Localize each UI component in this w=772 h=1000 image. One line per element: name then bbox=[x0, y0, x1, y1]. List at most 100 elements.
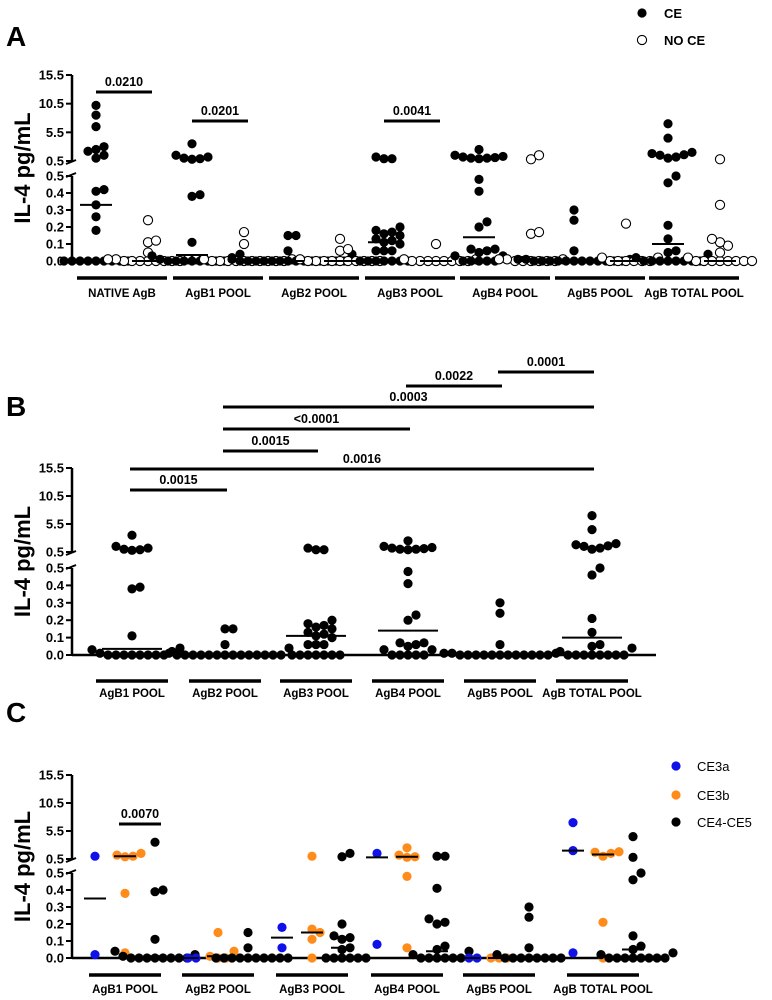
data-point-ce bbox=[647, 256, 657, 266]
data-point-ce4-ce5 bbox=[227, 953, 237, 963]
data-point bbox=[127, 545, 137, 555]
data-point-ce bbox=[59, 256, 69, 266]
data-point-ce4-ce5 bbox=[440, 953, 450, 963]
data-point bbox=[268, 650, 278, 660]
x-category-label: AgB1 POOL bbox=[99, 688, 165, 700]
data-point-ce bbox=[91, 100, 101, 110]
y-tick-label: 0.5 bbox=[46, 866, 64, 881]
p-value-label: 0.0003 bbox=[389, 390, 427, 404]
data-point-ce bbox=[687, 147, 697, 157]
data-point-ce4-ce5 bbox=[644, 953, 654, 963]
data-point bbox=[295, 650, 305, 660]
data-point-ce4-ce5 bbox=[628, 832, 638, 842]
data-point bbox=[303, 639, 313, 650]
data-point-ce bbox=[235, 256, 245, 266]
y-tick-label: 0.4 bbox=[46, 186, 65, 201]
data-point-ce4-ce5 bbox=[628, 953, 638, 963]
data-point-ce bbox=[482, 256, 492, 266]
data-point-ce4-ce5 bbox=[150, 887, 160, 897]
data-point bbox=[379, 645, 389, 655]
data-point-ce4-ce5 bbox=[211, 953, 221, 963]
data-point-ce3a bbox=[277, 943, 287, 953]
data-point-ce4-ce5 bbox=[321, 953, 331, 963]
data-point bbox=[595, 543, 605, 553]
data-point-ce bbox=[187, 191, 197, 201]
data-point-ce bbox=[450, 251, 460, 261]
data-point-ce bbox=[91, 122, 101, 132]
data-point-ce bbox=[474, 186, 484, 196]
data-point bbox=[319, 545, 329, 555]
data-point bbox=[319, 650, 329, 660]
data-point-ce3b bbox=[614, 847, 624, 857]
data-point bbox=[220, 624, 230, 634]
data-point bbox=[495, 598, 505, 608]
data-point-ce bbox=[387, 246, 397, 256]
data-point-ce3b bbox=[307, 851, 317, 861]
data-point-ce4-ce5 bbox=[150, 953, 160, 963]
data-point bbox=[527, 650, 537, 660]
data-point bbox=[311, 545, 321, 555]
panel-letter: B bbox=[6, 391, 26, 422]
data-point bbox=[111, 650, 121, 660]
data-point-ce3b bbox=[402, 871, 412, 882]
data-point-ce4-ce5 bbox=[345, 933, 355, 943]
y-axis-title: IL-4 pg/mL bbox=[10, 506, 35, 617]
data-point-no-ce bbox=[746, 255, 758, 267]
data-point bbox=[411, 544, 421, 554]
data-point-ce bbox=[663, 133, 673, 143]
data-point bbox=[595, 650, 605, 660]
y-tick-label: 15.5 bbox=[39, 461, 64, 476]
data-point-ce bbox=[474, 222, 484, 232]
data-point-ce bbox=[663, 153, 673, 163]
data-point-ce4-ce5 bbox=[275, 953, 285, 963]
data-point bbox=[395, 544, 405, 554]
data-point-ce bbox=[513, 254, 523, 264]
data-point bbox=[379, 541, 389, 552]
data-point-ce bbox=[387, 236, 397, 246]
data-point-ce4-ce5 bbox=[620, 953, 630, 963]
data-point-no-ce bbox=[198, 254, 210, 265]
data-point-ce bbox=[195, 190, 205, 200]
data-point-ce3b bbox=[394, 850, 404, 860]
data-point-no-ce bbox=[525, 154, 537, 165]
data-point bbox=[495, 608, 505, 618]
data-point-ce bbox=[466, 256, 476, 266]
data-point bbox=[403, 545, 413, 555]
data-point-ce4-ce5 bbox=[628, 875, 638, 885]
data-point-ce3a bbox=[568, 818, 578, 828]
data-point bbox=[495, 639, 505, 650]
data-point-ce bbox=[379, 246, 389, 256]
data-point-ce3b bbox=[112, 850, 122, 860]
data-point-ce4-ce5 bbox=[243, 927, 253, 938]
legend-label-ce: CE bbox=[664, 6, 682, 21]
legend-marker bbox=[671, 817, 681, 827]
data-point bbox=[119, 544, 129, 554]
data-point bbox=[311, 639, 321, 650]
data-point-ce bbox=[466, 153, 476, 163]
data-point bbox=[228, 624, 238, 634]
data-point bbox=[403, 579, 413, 589]
data-point-no-ce bbox=[150, 235, 162, 246]
data-point-ce bbox=[171, 150, 181, 160]
p-value-label: 0.0041 bbox=[393, 104, 431, 118]
data-point-ce4-ce5 bbox=[158, 953, 168, 963]
y-axis-title: IL-4 pg/mL bbox=[10, 112, 35, 223]
y-tick-label: 0.5 bbox=[46, 852, 64, 867]
data-point-ce bbox=[99, 150, 109, 160]
data-point bbox=[419, 544, 429, 554]
data-point-ce bbox=[379, 256, 389, 266]
data-point-ce4-ce5 bbox=[337, 953, 347, 963]
data-point-ce4-ce5 bbox=[432, 851, 442, 861]
data-point-ce bbox=[474, 154, 484, 164]
data-point bbox=[143, 650, 153, 660]
data-point bbox=[252, 650, 262, 660]
x-category-label: AgB3 POOL bbox=[283, 688, 349, 700]
data-point-ce3a bbox=[372, 848, 382, 859]
x-category-label: AgB5 POOL bbox=[466, 984, 532, 996]
data-point-ce bbox=[663, 178, 673, 188]
x-category-label: AgB5 POOL bbox=[567, 288, 633, 300]
legend-marker bbox=[671, 790, 681, 800]
data-point bbox=[303, 650, 313, 660]
x-category-label: AgB1 POOL bbox=[185, 288, 251, 300]
data-point bbox=[327, 633, 337, 643]
